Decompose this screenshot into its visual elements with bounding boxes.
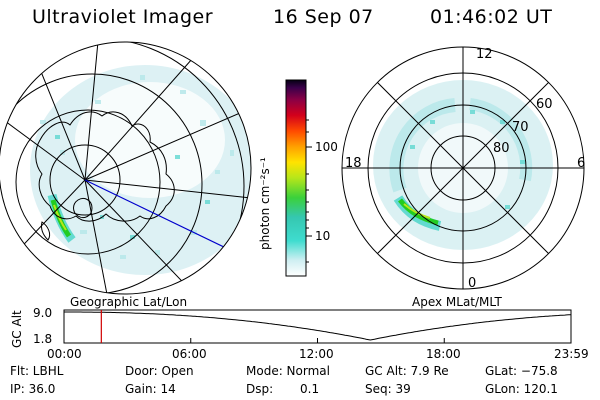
colorbar-unit-label: photon cm⁻²s⁻¹ bbox=[258, 157, 272, 250]
ip-value: IP: 36.0 bbox=[10, 382, 56, 396]
mlt-label-12: 12 bbox=[476, 47, 493, 62]
date-label: 16 Sep 07 bbox=[273, 6, 374, 28]
mlt-label-6: 6 bbox=[577, 156, 586, 171]
mlat-label-80: 80 bbox=[493, 141, 510, 156]
geo-latitude: GLat: −75.8 bbox=[485, 364, 558, 378]
altitude-ylabel: GC Alt bbox=[10, 310, 24, 348]
altitude-xtick-1800: 18:00 bbox=[426, 347, 461, 361]
altitude-curve bbox=[64, 311, 572, 341]
altitude-xtick-0000: 00:00 bbox=[47, 347, 82, 361]
latitude-circles bbox=[0, 42, 245, 294]
magnetic-map bbox=[341, 46, 585, 290]
colorbar-ticks bbox=[306, 119, 312, 263]
mode-value: Mode: Normal bbox=[246, 364, 330, 378]
gc-altitude: GC Alt: 7.9 Re bbox=[365, 364, 449, 378]
altitude-plot bbox=[63, 309, 572, 344]
colorbar-tick-100: 100 bbox=[315, 140, 338, 154]
sequence-number: Seq: 39 bbox=[365, 382, 411, 396]
altitude-ytick-1-8: 1.8 bbox=[33, 332, 53, 346]
dsp-label: Dsp: bbox=[246, 382, 274, 396]
mlt-spokes bbox=[342, 47, 584, 289]
geo-longitude: GLon: 120.1 bbox=[485, 382, 558, 396]
instrument-title: Ultraviolet Imager bbox=[32, 6, 214, 28]
altitude-xtick-1200: 12:00 bbox=[299, 347, 334, 361]
colorbar-tick-10: 10 bbox=[315, 229, 331, 243]
mlat-label-70: 70 bbox=[512, 120, 529, 135]
door-status: Door: Open bbox=[125, 364, 194, 378]
colorbar bbox=[285, 79, 307, 277]
magnetic-map-label: Apex MLat/MLT bbox=[412, 295, 502, 309]
oval-speckle bbox=[410, 110, 525, 209]
dsp-value: 0.1 bbox=[300, 382, 320, 396]
altitude-ytick-9: 9.0 bbox=[33, 306, 53, 320]
mlt-label-0: 0 bbox=[468, 276, 477, 291]
geographic-map bbox=[0, 41, 252, 295]
altitude-x-ticks bbox=[63, 338, 572, 343]
geographic-map-label: Geographic Lat/Lon bbox=[70, 295, 188, 309]
mlt-border bbox=[341, 46, 585, 290]
filter-value: Flt: LBHL bbox=[10, 364, 64, 378]
altitude-xtick-2359: 23:59 bbox=[554, 347, 589, 361]
altitude-xtick-0600: 06:00 bbox=[172, 347, 207, 361]
mlat-label-60: 60 bbox=[536, 97, 553, 112]
map-border bbox=[0, 41, 252, 295]
time-label: 01:46:02 UT bbox=[430, 6, 553, 28]
coastline bbox=[35, 111, 175, 222]
gain-value: Gain: 14 bbox=[125, 382, 176, 396]
mlt-label-18: 18 bbox=[345, 156, 362, 171]
